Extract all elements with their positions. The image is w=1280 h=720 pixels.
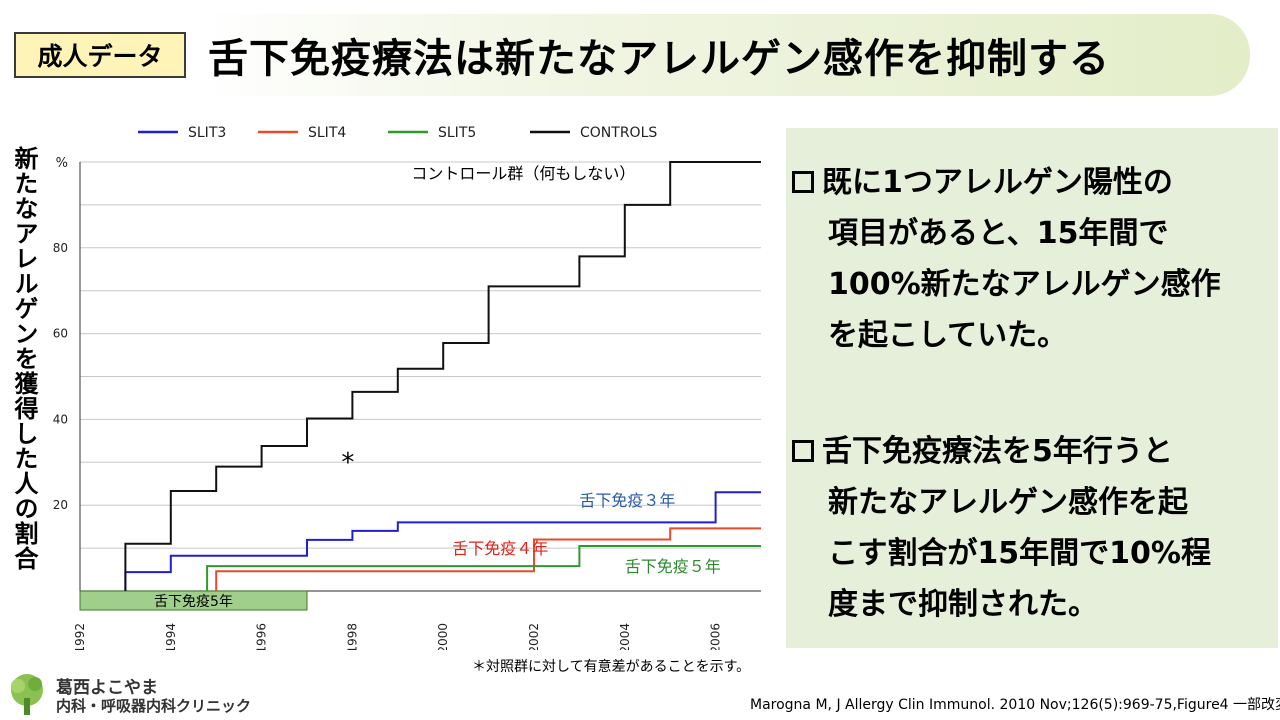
summary-point-1: 既に1つアレルゲン陽性の 項目があると、15年間で 100%新たなアレルゲン感作…: [792, 157, 1221, 361]
legend-label-slit4: SLIT4: [308, 125, 346, 141]
annotation-label: コントロール群（何もしない）: [411, 164, 635, 183]
clinic-subtitle: 内科・呼吸器内科クリニック: [56, 697, 252, 715]
treatment-period: 舌下免疫5年: [79, 590, 308, 611]
series-line-slit3: [124, 491, 761, 591]
step-chart: SLIT3 SLIT4 SLIT5 CONTROLS 舌下免疫5年 20 40 60 80%…: [53, 125, 761, 650]
series-line-slit5: [206, 545, 761, 591]
x-tick-label: 1998: [345, 623, 359, 650]
y-axis-label: 新たなアレルゲンを獲得した人の割合: [10, 146, 38, 571]
checkbox-square-icon: [792, 171, 814, 193]
x-tick-label: 2000: [436, 623, 450, 650]
clinic-tree-logo-icon: [11, 674, 43, 715]
y-unit-label: %: [56, 156, 68, 171]
clinic-name: 葛西よこやま: [56, 678, 158, 698]
y-tick-label: 40: [53, 412, 68, 426]
x-tick-label: 2004: [618, 623, 632, 650]
legend-label-controls: CONTROLS: [580, 125, 657, 141]
x-tick-label: 2006: [709, 623, 723, 650]
summary-panel: [786, 128, 1278, 648]
series-line-controls: [124, 161, 761, 591]
y-tick-label: 60: [53, 327, 68, 341]
summary-point-2: 舌下免疫療法を5年行うと 新たなアレルゲン感作を起 こす割合が15年間で10%程…: [792, 426, 1211, 630]
significance-footnote: ＊対照群に対して有意差があることを示す。: [472, 659, 751, 675]
x-tick-label: 1996: [255, 623, 269, 650]
tick-labels: 20 40 60 80% 1992 1994 1996 1998 2000 2002 2004 200…: [53, 156, 723, 650]
legend-label-slit5: SLIT5: [438, 125, 476, 141]
treatment-period-bar: [79, 590, 308, 611]
annotation-label: 舌下免疫３年: [579, 491, 675, 510]
data-category-badge: 成人データ: [14, 32, 186, 78]
annotation-label: 舌下免疫４年: [452, 539, 548, 558]
y-tick-label: 20: [53, 498, 68, 512]
x-tick-label: 1994: [164, 623, 178, 650]
title-banner: [200, 14, 1250, 96]
citation: Marogna M, J Allergy Clin Immunol. 2010 …: [750, 697, 1280, 713]
treatment-period-label: 舌下免疫5年: [154, 594, 233, 610]
series-line-slit4: [215, 527, 761, 591]
slide-title: 舌下免疫療法は新たなアレルゲン感作を抑制する: [208, 36, 1110, 82]
chart-grid: [80, 161, 761, 549]
x-tick-label: 2002: [527, 623, 541, 650]
annotation-label: 舌下免疫５年: [625, 557, 721, 576]
series-lines: [124, 161, 761, 591]
significance-marker: *: [341, 448, 354, 478]
legend-label-slit3: SLIT3: [188, 125, 226, 141]
x-tick-label: 1992: [73, 623, 87, 650]
chart-legend: SLIT3 SLIT4 SLIT5 CONTROLS: [138, 125, 657, 141]
checkbox-square-icon: [792, 440, 814, 462]
y-tick-label: 80: [53, 241, 68, 255]
